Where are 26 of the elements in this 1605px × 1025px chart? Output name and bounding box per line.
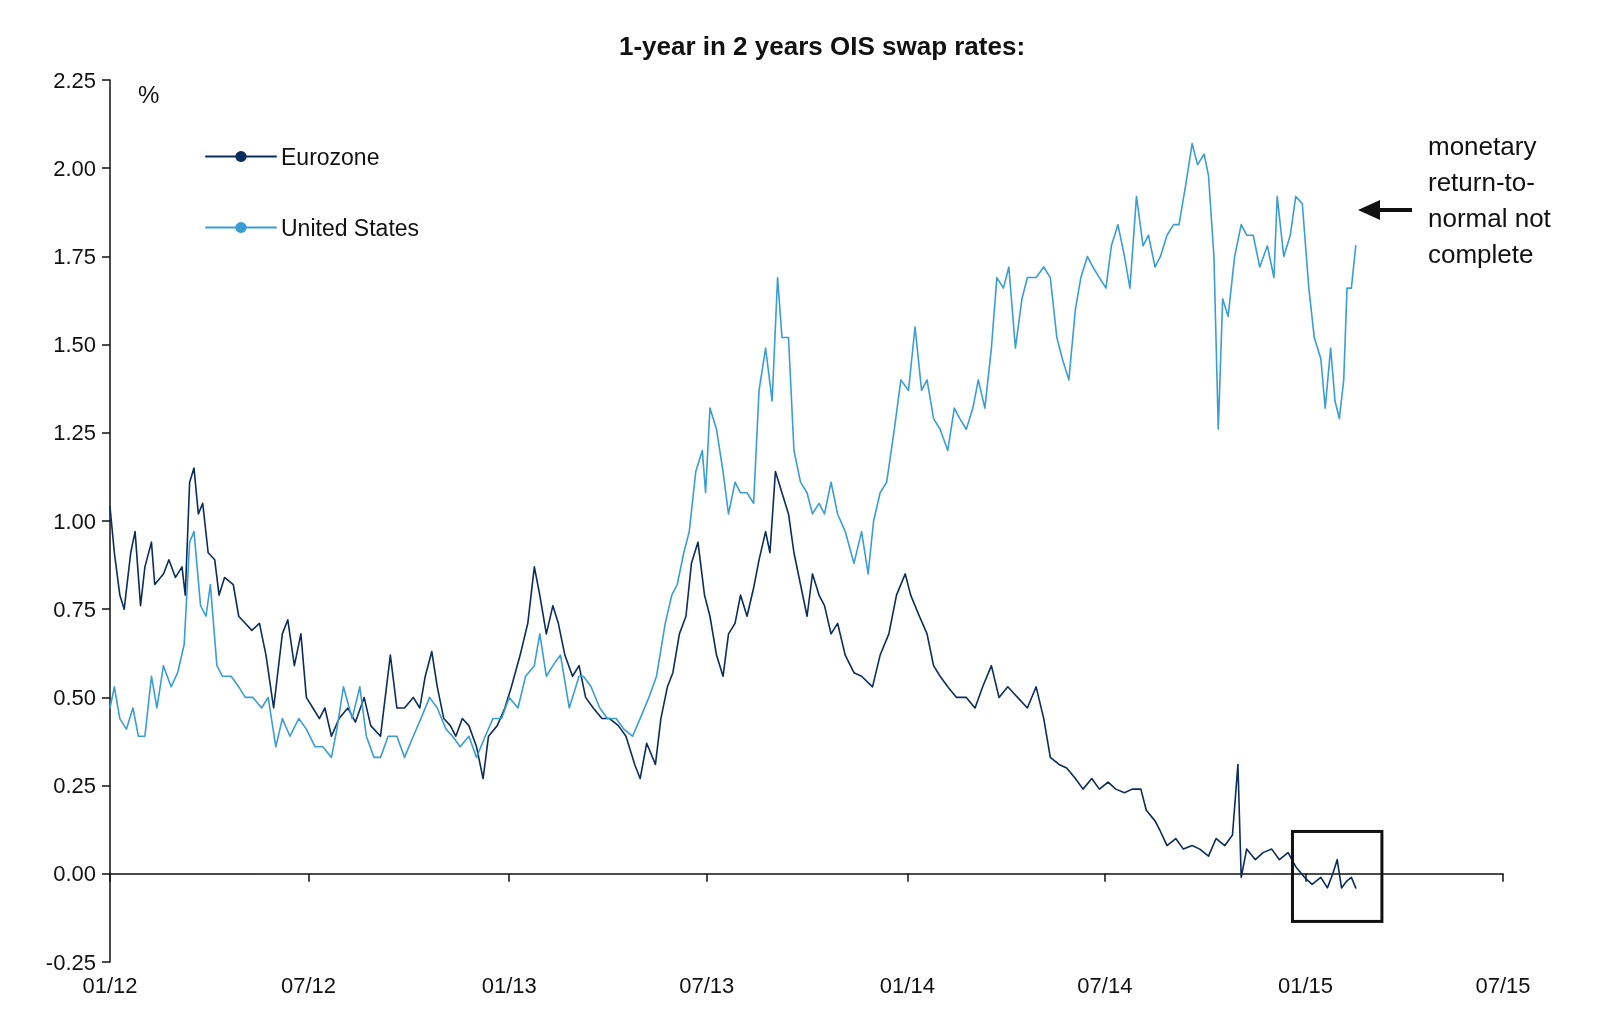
y-tick-label: 2.25 (53, 67, 96, 93)
y-tick-label: 1.25 (53, 420, 96, 446)
line-series (109, 142, 1357, 759)
y-tick-label: 1.75 (53, 243, 96, 269)
x-tick-label: 07/14 (1077, 972, 1133, 998)
y-tick-label: 0.75 (53, 596, 96, 622)
y-tick-label: -0.25 (45, 949, 96, 975)
y-tick-label: 0.25 (53, 773, 96, 799)
x-tick-label: 07/12 (281, 972, 337, 998)
y-tick-label: 1.00 (53, 508, 96, 534)
x-tick-label: 01/13 (481, 972, 537, 998)
y-tick-label: 0.00 (53, 861, 96, 887)
line-series (109, 467, 1357, 889)
x-tick-label: 01/14 (879, 972, 935, 998)
x-tick-label: 01/12 (82, 972, 138, 998)
chart-title: 1-year in 2 years OIS swap rates: (618, 31, 1026, 61)
y-tick-label: 1.50 (53, 332, 96, 358)
y-tick-label: 2.00 (53, 155, 96, 181)
x-tick-label: 07/15 (1475, 972, 1531, 998)
y-axis-title: % (138, 80, 160, 108)
annotation: monetary return-to-normal not complete (1428, 130, 1552, 271)
x-tick-label: 01/15 (1278, 972, 1334, 998)
legend-label: Eurozone (281, 143, 380, 170)
x-tick-label: 07/13 (679, 972, 735, 998)
y-tick-label: 0.50 (53, 684, 96, 710)
legend-label: United States (281, 214, 420, 241)
